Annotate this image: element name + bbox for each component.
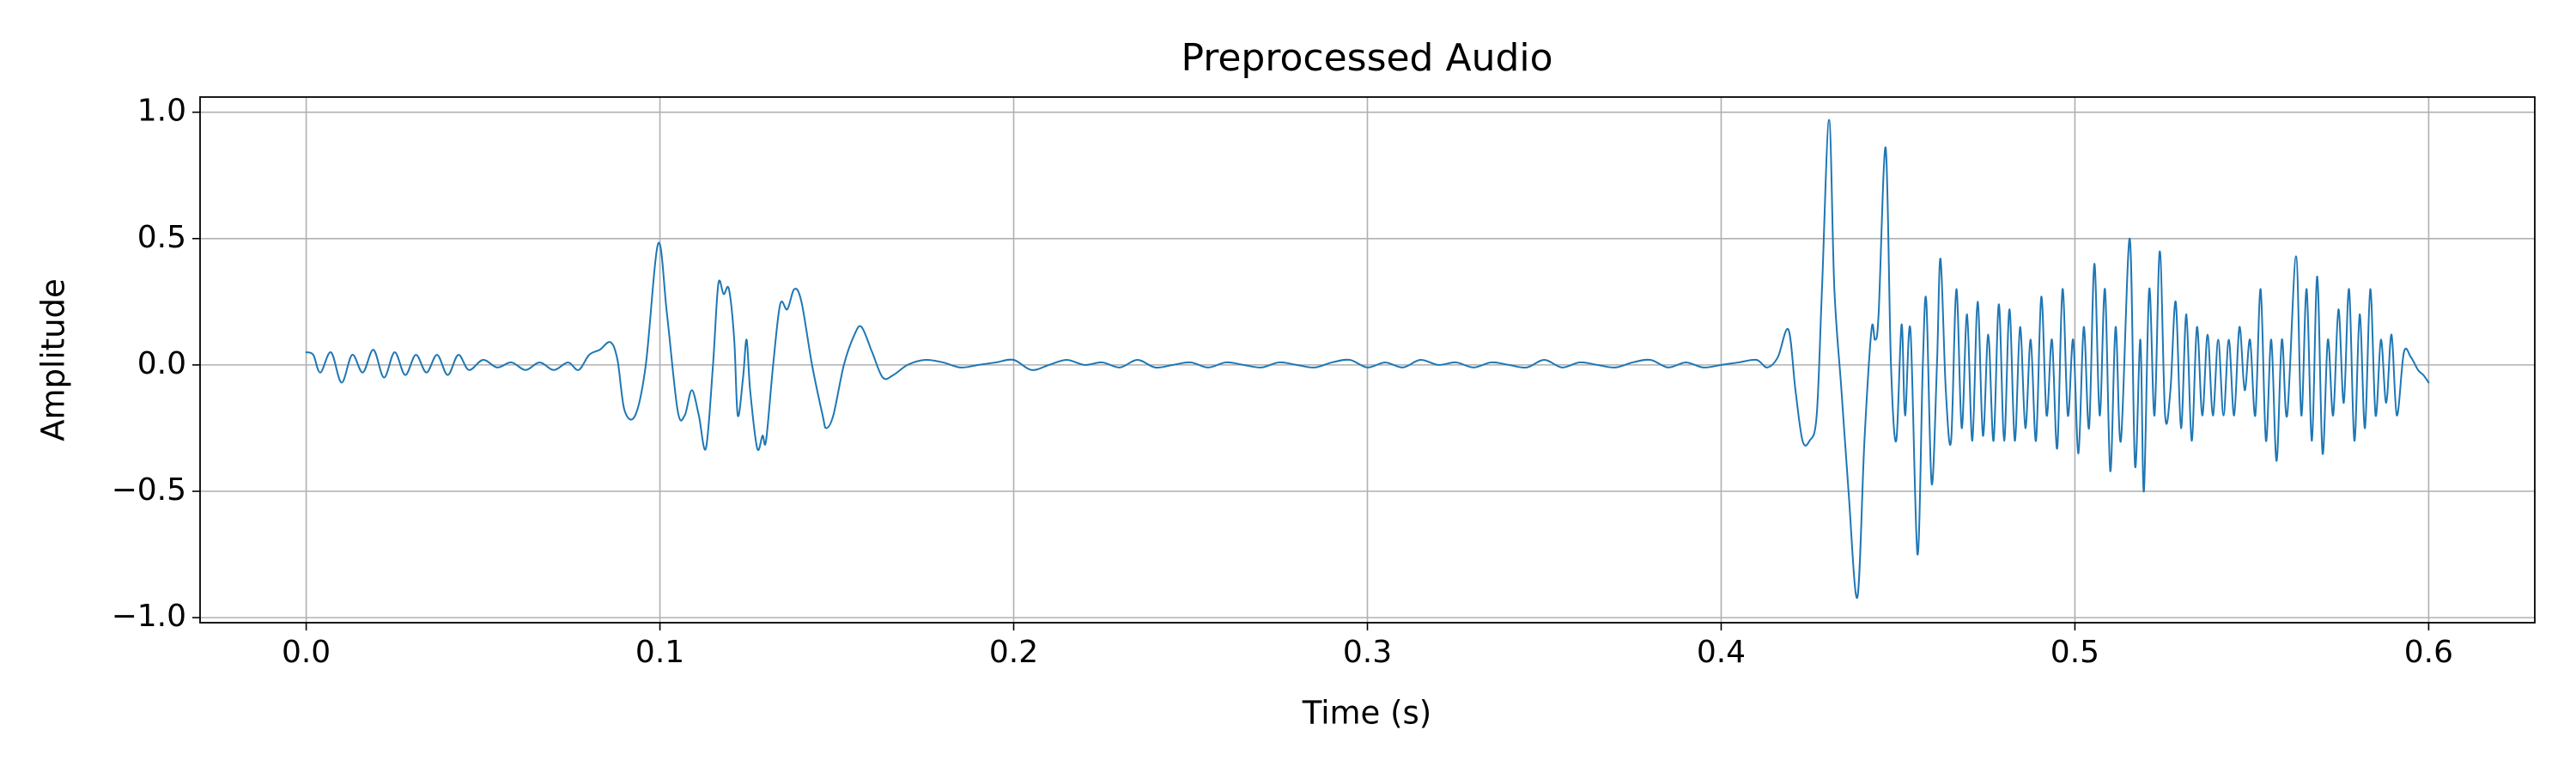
plot-area [305,119,2430,599]
x-tick-label: 0.1 [635,635,684,670]
grid [200,97,2535,623]
x-tick-label: 0.4 [1697,635,1746,670]
x-tick-label: 0.3 [1343,635,1392,670]
y-tick-label: 0.0 [137,346,186,381]
y-tick-label: 0.5 [137,220,186,255]
ticks: 0.0 0.1 0.2 0.3 0.4 0.5 0.6 −1.0 −0.5 0.0 0.5 1.0 [112,94,2453,670]
y-axis-label: Amplitude [35,278,72,441]
x-tick-label: 0.0 [282,635,331,670]
y-tick-label: −1.0 [112,599,186,634]
x-tick-label: 0.6 [2404,635,2453,670]
y-tick-label: −0.5 [112,472,186,508]
x-tick-label: 0.2 [989,635,1038,670]
x-tick-label: 0.5 [2050,635,2099,670]
x-axis-label: Time (s) [1302,695,1431,732]
waveform-line [305,119,2430,599]
y-tick-label: 1.0 [137,94,186,129]
chart-title: Preprocessed Audio [1181,36,1552,80]
